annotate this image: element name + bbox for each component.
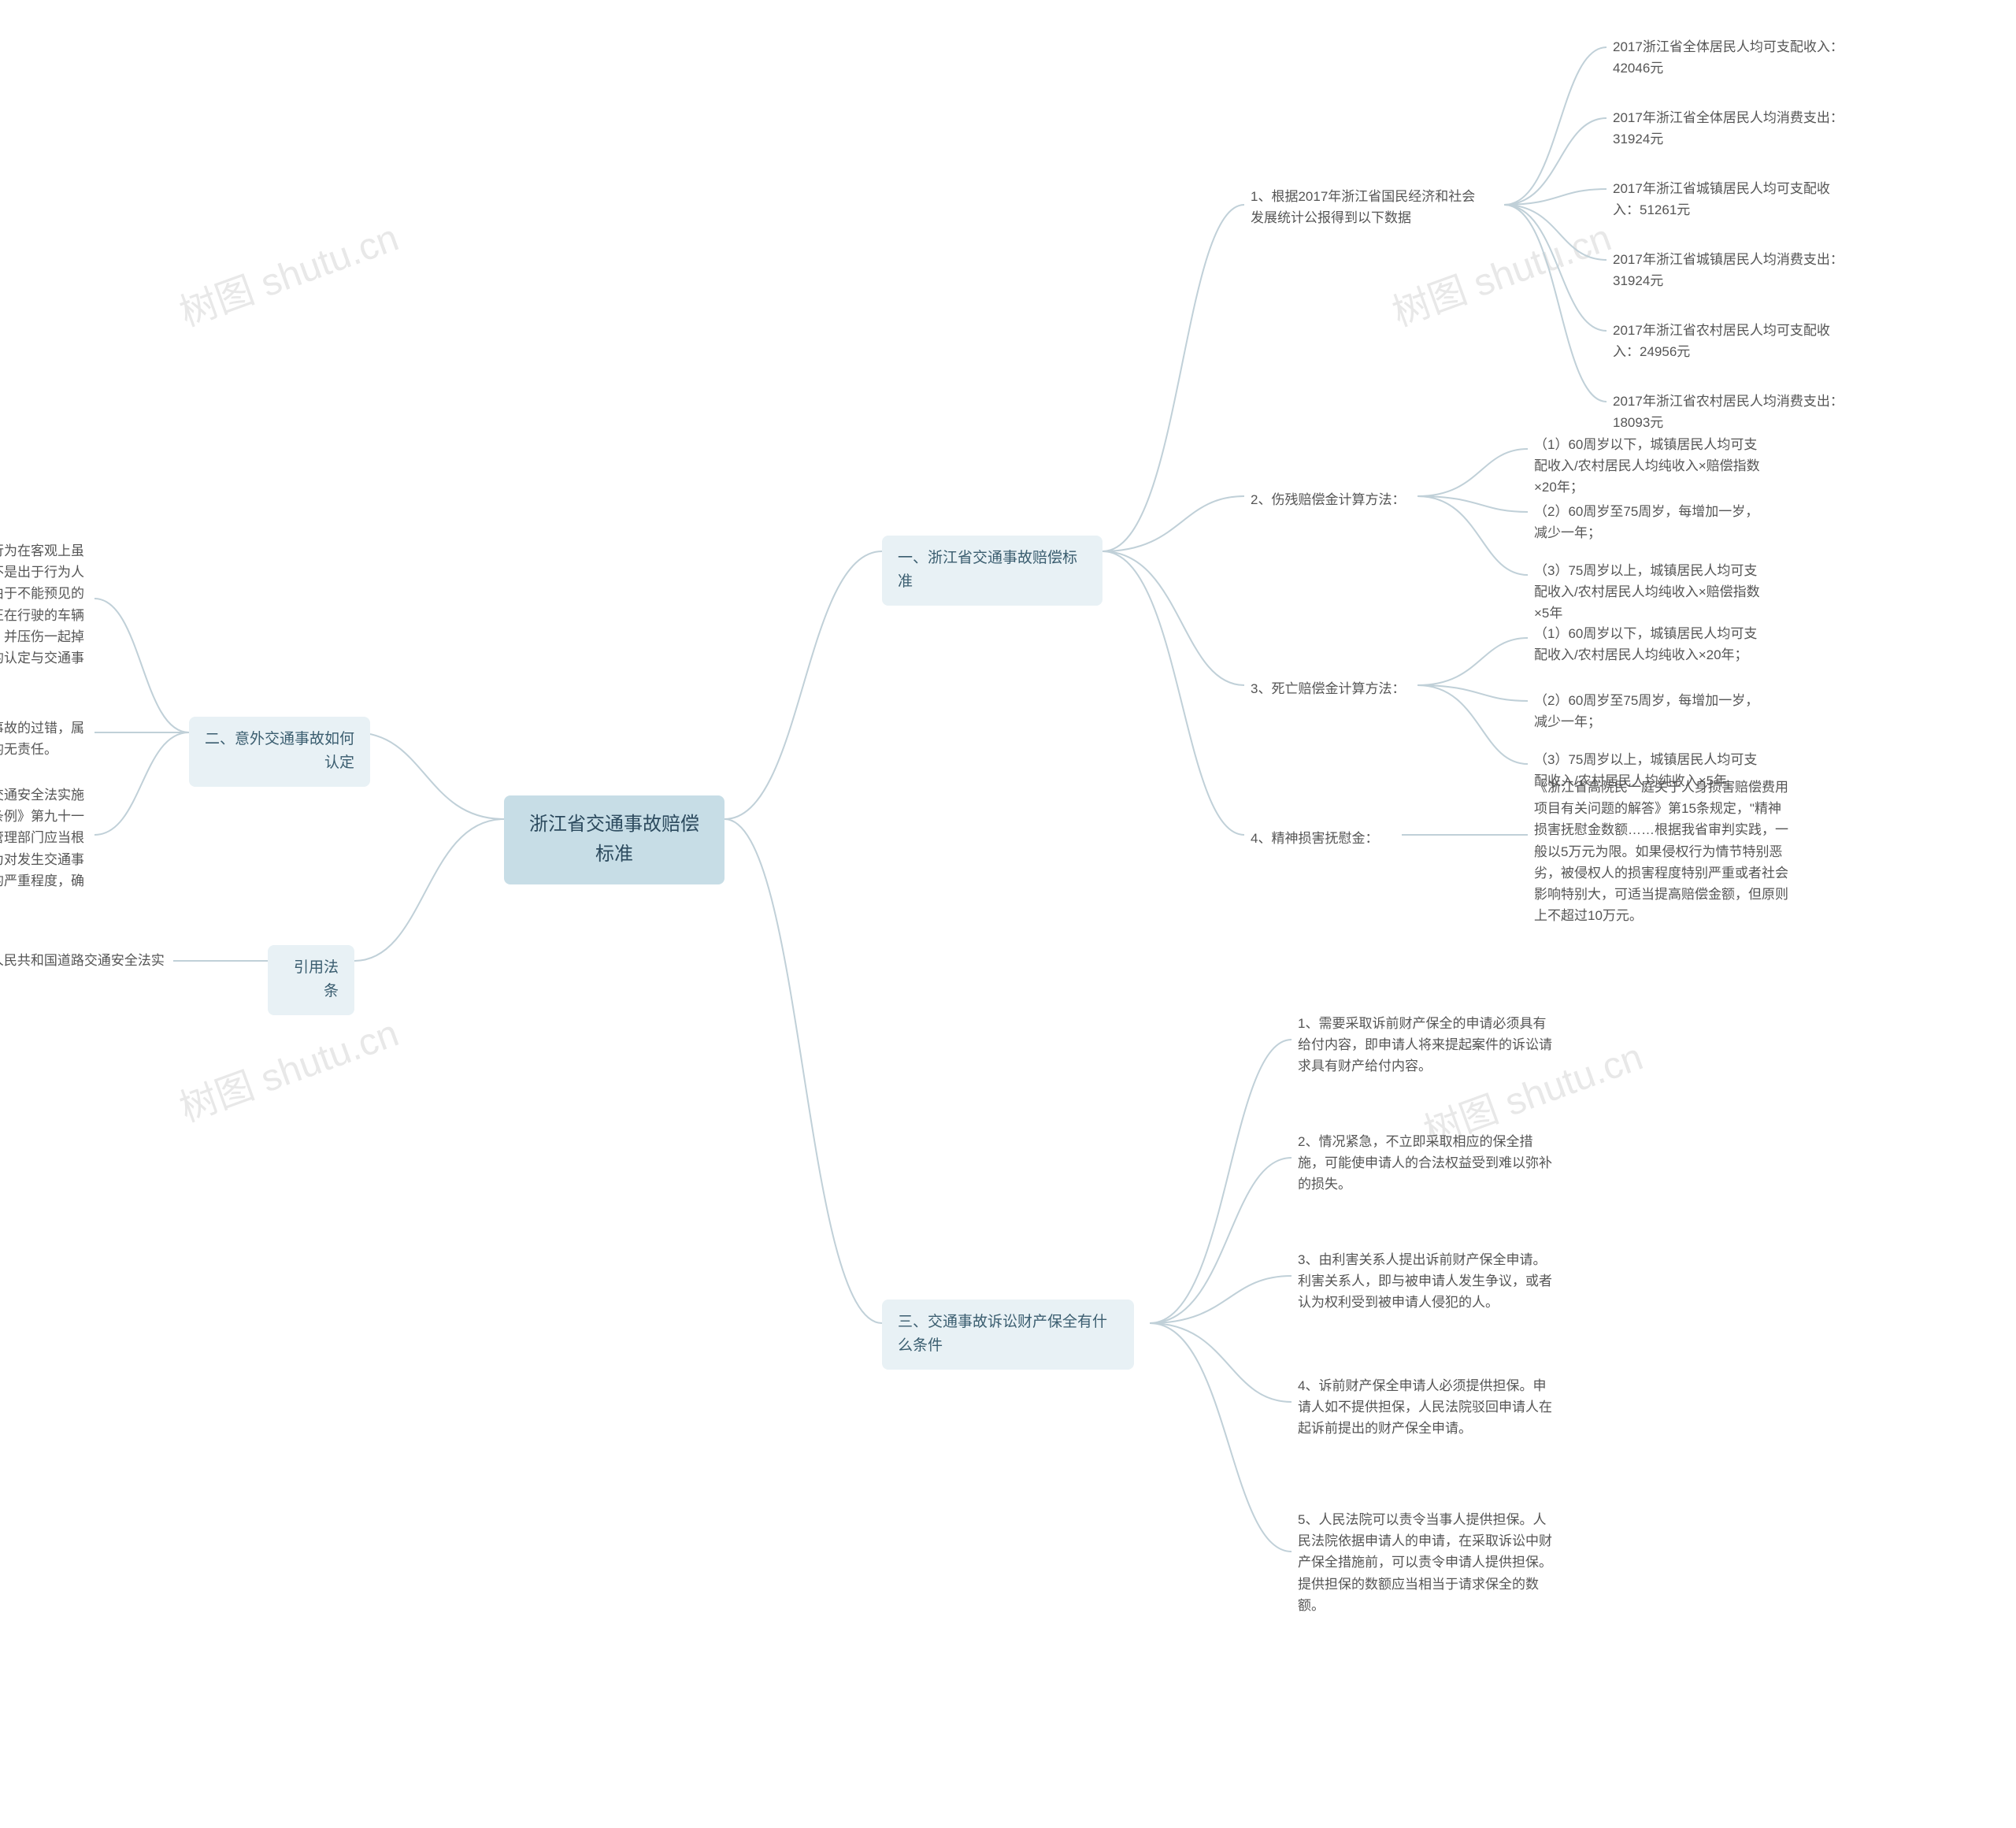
leaf-disability-2: （2）60周岁至75周岁，每增加一岁，减少一年； xyxy=(1528,496,1772,548)
sub-branch-death-calc[interactable]: 3、死亡赔偿金计算方法： xyxy=(1244,673,1418,704)
leaf-stat-2: 2017年浙江省全体居民人均消费支出：31924元 xyxy=(1606,102,1851,154)
leaf-preserve-1: 1、需要采取诉前财产保全的申请必须具有给付内容，即申请人将来提起案件的诉讼请求具… xyxy=(1292,1008,1559,1082)
leaf-mental-detail: 《浙江省高院民一庭关于人身损害赔偿费用项目有关问题的解答》第15条规定，"精神损… xyxy=(1528,772,1796,931)
leaf-identify-2: 各方均无导致道路交通事故的过错，属于交通意外事故，各方均无责任。 xyxy=(0,713,94,765)
leaf-ref-1: [1]《中华人民共和国道路交通安全法实施条例》 xyxy=(0,945,173,997)
leaf-identify-1: 交通意外是指行为人的行为在客观上虽然造成了损害结果，但不是出于行为人的故意或者过… xyxy=(0,536,94,695)
watermark: 树图 shutu.cn xyxy=(171,206,405,336)
leaf-preserve-2: 2、情况紧急，不立即采取相应的保全措施，可能使申请人的合法权益受到难以弥补的损失… xyxy=(1292,1126,1559,1200)
branch-accident-identification[interactable]: 二、意外交通事故如何认定 xyxy=(189,717,370,787)
leaf-death-2: （2）60周岁至75周岁，每增加一岁，减少一年； xyxy=(1528,685,1772,737)
watermark: 树图 shutu.cn xyxy=(171,1002,405,1132)
leaf-stat-4: 2017年浙江省城镇居民人均消费支出：31924元 xyxy=(1606,244,1851,296)
leaf-stat-3: 2017年浙江省城镇居民人均可支配收入：51261元 xyxy=(1606,173,1851,225)
leaf-stat-1: 2017浙江省全体居民人均可支配收入：42046元 xyxy=(1606,32,1851,83)
leaf-death-1: （1）60周岁以下，城镇居民人均可支配收入/农村居民人均纯收入×20年； xyxy=(1528,618,1772,670)
sub-branch-disability-calc[interactable]: 2、伤残赔偿金计算方法： xyxy=(1244,484,1418,515)
root-node[interactable]: 浙江省交通事故赔偿标准 xyxy=(504,795,724,884)
sub-branch-stats-2017[interactable]: 1、根据2017年浙江省国民经济和社会发展统计公报得到以下数据 xyxy=(1244,181,1488,233)
sub-branch-mental-damage[interactable]: 4、精神损害抚慰金： xyxy=(1244,823,1402,854)
leaf-identify-3: 《中华人民共和国道路交通安全法实施条例》以下简称《实施条例》第九十一条规定：公安… xyxy=(0,780,94,918)
leaf-stat-5: 2017年浙江省农村居民人均可支配收入：24956元 xyxy=(1606,315,1851,367)
leaf-preserve-3: 3、由利害关系人提出诉前财产保全申请。利害关系人，即与被申请人发生争议，或者认为… xyxy=(1292,1244,1559,1318)
branch-reference[interactable]: 引用法条 xyxy=(268,945,354,1015)
branch-compensation-standard[interactable]: 一、浙江省交通事故赔偿标准 xyxy=(882,536,1102,606)
leaf-preserve-5: 5、人民法院可以责令当事人提供担保。人民法院依据申请人的申请，在采取诉讼中财产保… xyxy=(1292,1504,1559,1621)
branch-property-preservation[interactable]: 三、交通事故诉讼财产保全有什么条件 xyxy=(882,1300,1134,1370)
leaf-preserve-4: 4、诉前财产保全申请人必须提供担保。申请人如不提供担保，人民法院驳回申请人在起诉… xyxy=(1292,1370,1559,1444)
leaf-disability-1: （1）60周岁以下，城镇居民人均可支配收入/农村居民人均纯收入×赔偿指数×20年… xyxy=(1528,429,1772,503)
